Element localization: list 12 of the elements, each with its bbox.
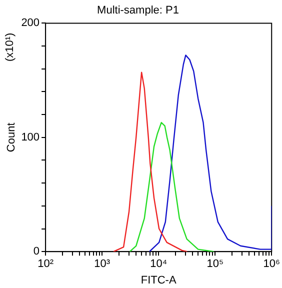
y-tick-label: 200 bbox=[21, 17, 40, 30]
x-axis-title: FITC-A bbox=[140, 274, 177, 286]
y-tick-label: 100 bbox=[21, 131, 40, 144]
text: (x10¹) bbox=[4, 32, 16, 62]
x-tick-label: 10² bbox=[38, 258, 54, 270]
x-tick-label: 10⁶ bbox=[263, 258, 280, 270]
y-axis-title: Count bbox=[6, 122, 18, 152]
chart-title: Multi-sample: P1 bbox=[97, 4, 179, 17]
x-tick-label: 10³ bbox=[94, 258, 110, 270]
y-tick-label: 0 bbox=[33, 246, 40, 258]
x-tick-label: 10⁵ bbox=[206, 258, 224, 270]
x-tick-label: 10⁴ bbox=[150, 258, 168, 270]
